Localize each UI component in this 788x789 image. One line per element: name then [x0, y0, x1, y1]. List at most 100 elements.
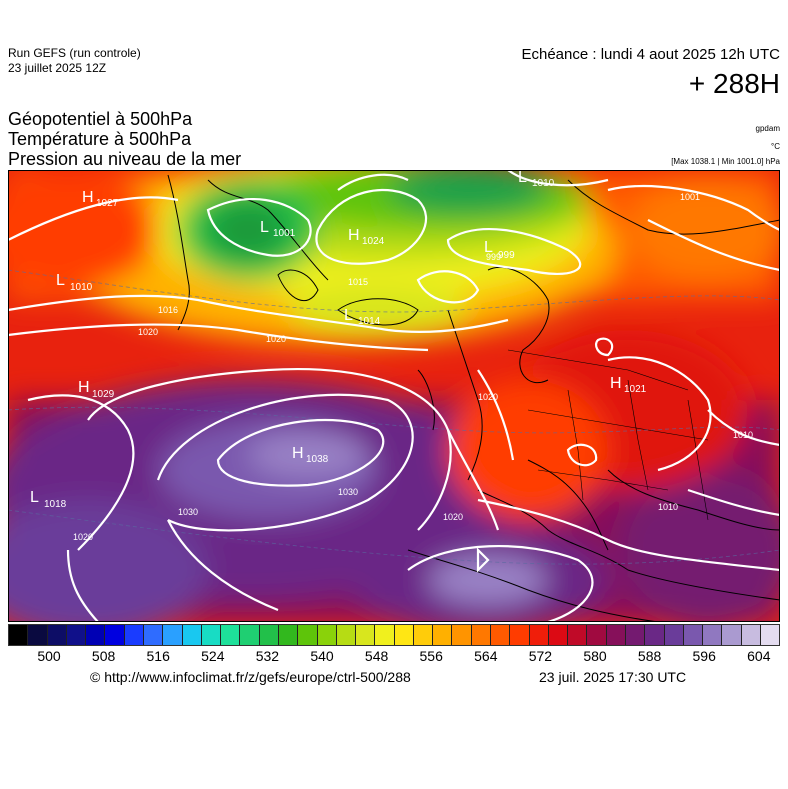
color-scale-swatch — [221, 625, 241, 645]
isobar-label: 1010 — [733, 430, 753, 440]
color-scale-swatch — [317, 625, 337, 645]
color-scale-swatch — [240, 625, 260, 645]
country-borders — [507, 349, 709, 521]
svg-text:1021: 1021 — [624, 384, 647, 395]
color-scale-tick: 580 — [583, 648, 607, 664]
color-scale-swatch — [722, 625, 742, 645]
svg-text:L: L — [260, 219, 269, 236]
color-scale-swatch — [587, 625, 607, 645]
color-scale-swatch — [471, 625, 492, 645]
weather-map: 1020 1020 1016 1030 1030 1020 1020 1020 … — [8, 170, 780, 622]
isobars — [8, 170, 780, 622]
svg-text:L: L — [56, 272, 65, 289]
color-scale-swatch — [278, 625, 299, 645]
color-scale-swatch — [626, 625, 646, 645]
isobar-label: 1020 — [266, 334, 286, 344]
color-scale-tick: 516 — [146, 648, 170, 664]
run-label: Run GEFS (run controle) — [8, 46, 141, 60]
color-scale-swatch — [760, 625, 780, 645]
color-scale-swatch — [86, 625, 106, 645]
isobar-label: 1020 — [73, 532, 93, 542]
svg-text:H: H — [82, 189, 94, 206]
high-center: H 1029 — [78, 379, 115, 400]
svg-text:1010: 1010 — [532, 178, 555, 189]
isobar-label: 1016 — [158, 305, 178, 315]
svg-text:L: L — [484, 239, 493, 256]
low-center: L 1010 — [518, 170, 555, 189]
color-scale — [8, 624, 780, 646]
pressure-centers: H 1027 L 1001 H 1024 L 1010 L 999 L 1014 H 1029… — [30, 170, 647, 510]
title-geopotential: Géopotentiel à 500hPa — [8, 109, 193, 129]
lead-time: + 288H — [688, 68, 780, 99]
color-scale-tick: 548 — [364, 648, 389, 664]
title-pressure: Pression au niveau de la mer — [8, 149, 242, 169]
color-scale-tick: 572 — [528, 648, 553, 664]
color-scale-tick: 596 — [692, 648, 716, 664]
svg-text:H: H — [348, 227, 360, 244]
color-scale-tick: 500 — [37, 648, 61, 664]
color-scale-swatch — [124, 625, 144, 645]
color-scale-tick: 588 — [637, 648, 662, 664]
low-center: L 1010 — [56, 272, 93, 293]
color-scale-swatch — [182, 625, 202, 645]
color-scale-ticks: 500 508 516 524 532 540 548 556 564 572 580 588 596 6… — [8, 648, 780, 668]
color-scale-swatch — [452, 625, 472, 645]
isobar-label: 1010 — [658, 502, 678, 512]
title-temperature: Température à 500hPa — [8, 129, 192, 149]
color-scale-swatch — [28, 625, 48, 645]
svg-text:L: L — [30, 489, 39, 506]
map-frame — [8, 170, 780, 622]
unit-temp: °C — [771, 142, 780, 151]
color-scale-swatch — [529, 625, 549, 645]
coastlines — [167, 174, 780, 622]
low-center: L 1018 — [30, 489, 67, 510]
run-date: 23 juillet 2025 12Z — [8, 61, 107, 75]
color-scale-swatch — [375, 625, 395, 645]
low-center: L 1014 — [344, 307, 381, 327]
color-scale-tick: 532 — [255, 648, 280, 664]
color-scale-tick: 556 — [419, 648, 443, 664]
color-scale-swatch — [741, 625, 761, 645]
isobar-label: 1020 — [443, 512, 463, 522]
svg-text:1010: 1010 — [70, 282, 93, 293]
high-center: H 1024 — [348, 227, 385, 247]
color-scale-swatch — [336, 625, 357, 645]
color-scale-swatch — [163, 625, 183, 645]
color-scale-swatch — [433, 625, 453, 645]
svg-text:999: 999 — [498, 250, 515, 261]
color-scale-tick: 604 — [747, 648, 771, 664]
svg-text:H: H — [610, 375, 622, 392]
isobar-label: 1015 — [348, 277, 368, 287]
color-scale-swatch — [9, 625, 29, 645]
color-scale-swatch — [510, 625, 530, 645]
color-scale-swatch — [683, 625, 704, 645]
low-center: L 999 — [484, 239, 515, 261]
svg-text:L: L — [344, 307, 353, 324]
color-scale-swatch — [606, 625, 626, 645]
isobar-label-group: 1020 1020 1016 1030 1030 1020 1020 1020 … — [73, 192, 753, 542]
geopotential-field — [8, 170, 780, 622]
isobar-label: 1001 — [680, 192, 700, 202]
color-scale-swatch — [201, 625, 222, 645]
color-scale-swatch — [491, 625, 511, 645]
color-scale-tick: 524 — [201, 648, 225, 664]
color-scale-swatch — [298, 625, 318, 645]
color-scale-swatch — [259, 625, 279, 645]
svg-text:1018: 1018 — [44, 499, 67, 510]
svg-text:1027: 1027 — [96, 198, 119, 209]
svg-text:999: 999 — [486, 252, 501, 262]
isobar-label: 1020 — [478, 392, 498, 402]
color-scale-swatch — [548, 625, 569, 645]
color-scale-swatch — [105, 625, 125, 645]
high-center: H 1021 — [610, 375, 647, 395]
color-scale-swatch — [47, 625, 67, 645]
valid-time: Echéance : lundi 4 aout 2025 12h UTC — [521, 46, 780, 63]
color-scale-swatch — [356, 625, 376, 645]
color-scale-swatch — [66, 625, 87, 645]
isobar-label: 1030 — [338, 487, 358, 497]
high-center: H 1038 — [292, 445, 329, 465]
svg-text:L: L — [518, 170, 527, 186]
color-scale-swatch — [143, 625, 164, 645]
unit-geopot: gpdam — [755, 124, 780, 133]
svg-text:1001: 1001 — [273, 228, 296, 239]
